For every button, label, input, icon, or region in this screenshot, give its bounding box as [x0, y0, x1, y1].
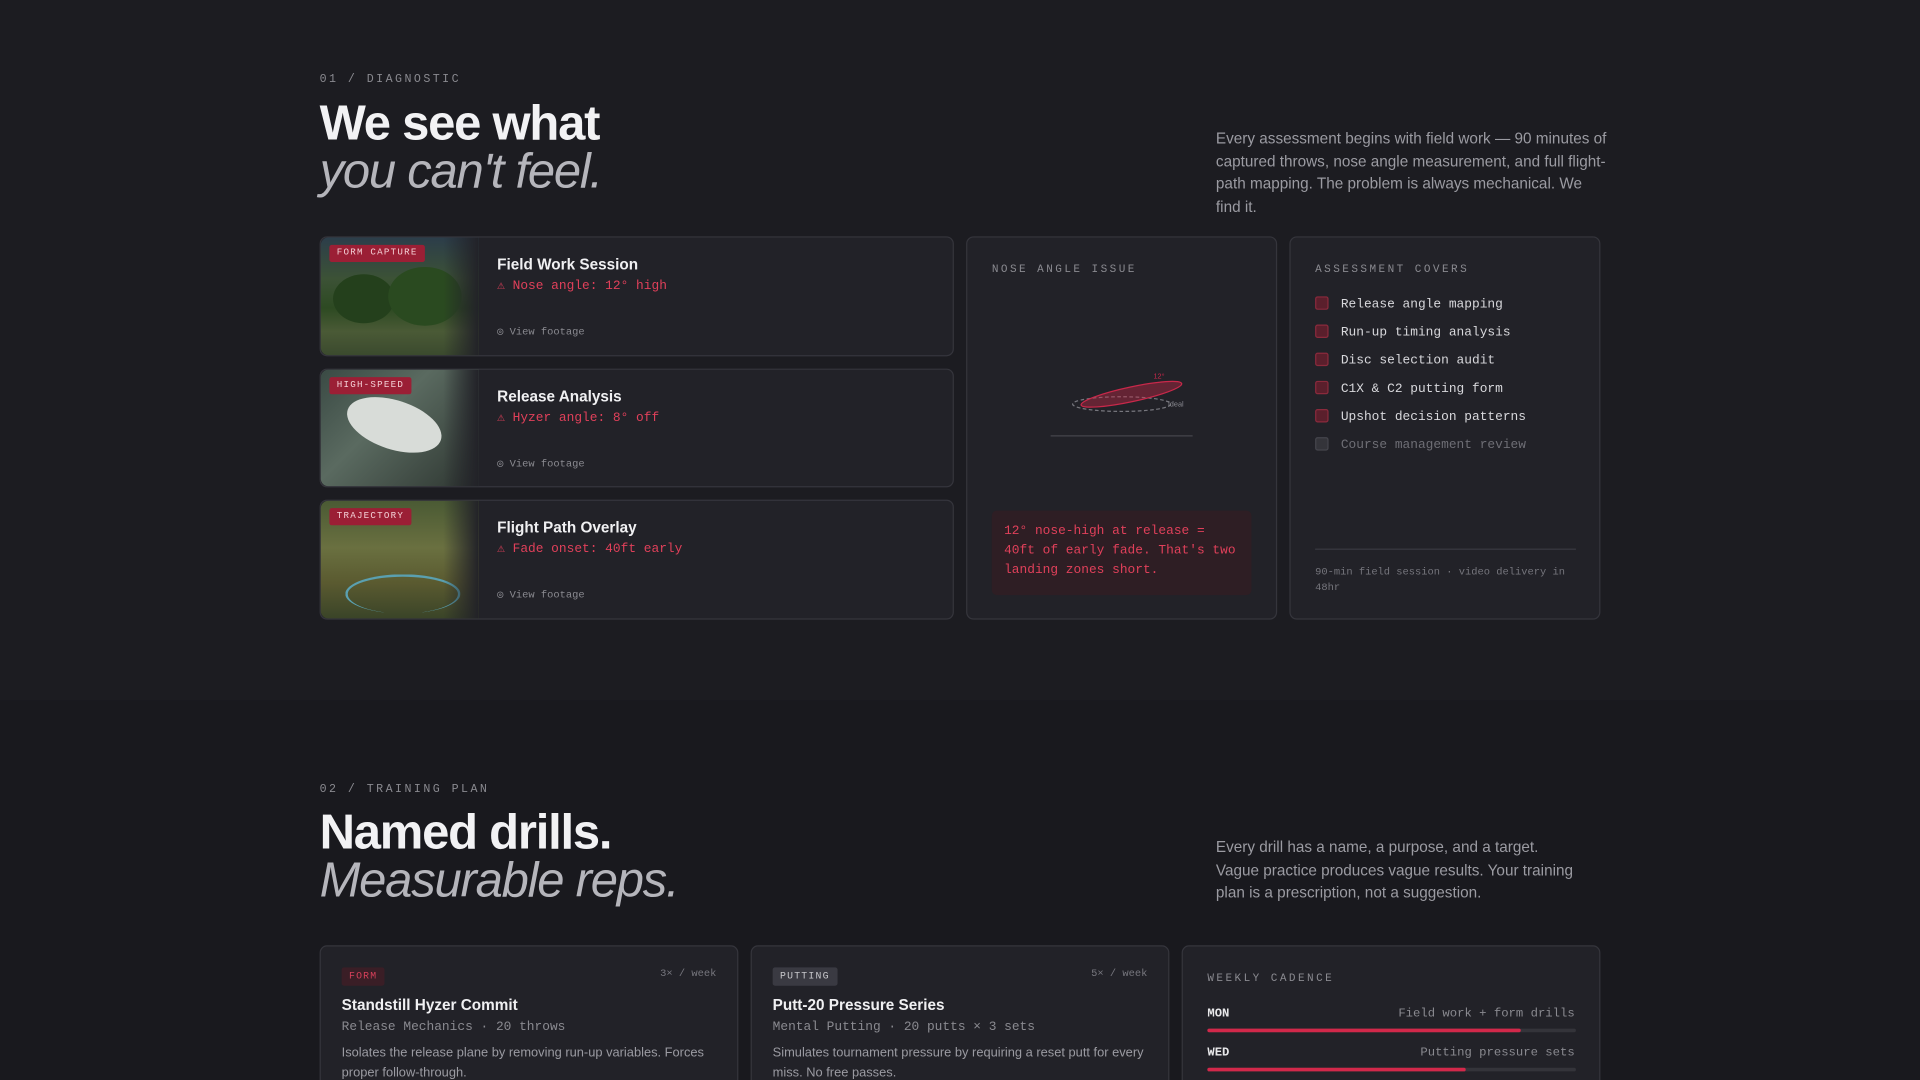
heading-italic: you can't feel. — [319, 144, 604, 199]
card-title: Release Analysis — [497, 388, 622, 406]
assessment-panel: ASSESSMENT COVERS Release angle mapping R… — [1289, 236, 1601, 620]
activity: Field work + form drills — [1398, 1007, 1575, 1022]
panel-heading: NOSE ANGLE ISSUE — [991, 263, 1137, 276]
eyebrow: 01 / DIAGNOSTIC — [319, 72, 462, 86]
checklist-item: Course management review — [1315, 437, 1526, 453]
progress-track — [1207, 1028, 1576, 1033]
session-card[interactable]: FORM CAPTURE Field Work Session ⚠ Nose a… — [319, 236, 954, 357]
checkbox — [1315, 408, 1329, 423]
checklist-item: Run-up timing analysis — [1315, 324, 1511, 341]
session-card[interactable]: TRAJECTORY Flight Path Overlay ⚠ Fade on… — [319, 499, 954, 620]
issue: ⚠ Hyzer angle: 8° off — [497, 411, 660, 427]
diagram-label: ideal — [1168, 400, 1184, 409]
checklist-item: Upshot decision patterns — [1315, 408, 1527, 425]
item-label: C1X & C2 putting form — [1340, 382, 1503, 397]
checkbox — [1315, 296, 1329, 310]
description: Every drill has a name, a purpose, and a… — [1215, 838, 1574, 902]
link[interactable]: ◎ View footage — [497, 588, 585, 602]
checkbox — [1315, 380, 1329, 395]
drill-description: Isolates the release plane by removing r… — [341, 1045, 704, 1080]
checklist-item: Release angle mapping — [1315, 296, 1503, 312]
drill-meta: Mental Putting · 20 putts × 3 sets — [772, 1020, 1035, 1035]
callout: 12° nose-high at release = 40ft of early… — [991, 510, 1252, 596]
nose-high-disc — [1080, 380, 1183, 408]
item-label: Release angle mapping — [1340, 297, 1503, 313]
nose-angle-panel: NOSE ANGLE ISSUE 12° ideal 12° nose-high… — [966, 236, 1278, 620]
link-text[interactable]: View footage — [509, 325, 585, 338]
day: WED — [1207, 1046, 1230, 1061]
frequency: 5× / week — [1091, 967, 1148, 980]
checklist-item: Disc selection audit — [1315, 352, 1496, 369]
item-label: Upshot decision patterns — [1340, 410, 1527, 425]
checkbox — [1315, 437, 1329, 451]
tag: HIGH-SPEED — [329, 377, 412, 395]
session-card[interactable]: HIGH-SPEED Release Analysis ⚠ Hyzer angl… — [319, 368, 954, 488]
progress-fill — [1207, 1067, 1466, 1072]
eyebrow: 02 / TRAINING PLAN — [319, 782, 490, 796]
link[interactable]: ◎ View footage — [497, 325, 585, 338]
drill-title: Standstill Hyzer Commit — [341, 996, 518, 1014]
item-label: Run-up timing analysis — [1340, 325, 1511, 341]
drill-card[interactable]: PUTTING 5× / week Putt-20 Pressure Serie… — [750, 945, 1170, 1080]
progress-track — [1207, 1067, 1576, 1072]
progress-fill — [1207, 1028, 1521, 1033]
drill-description: Simulates tournament pressure by requiri… — [772, 1045, 1144, 1080]
item-label: Course management review — [1340, 438, 1527, 454]
panel-heading: ASSESSMENT COVERS — [1315, 263, 1470, 276]
issue: ⚠ Nose angle: 12° high — [497, 279, 667, 294]
panel-heading: WEEKLY CADENCE — [1207, 972, 1335, 985]
card-title: Flight Path Overlay — [497, 519, 637, 537]
diagram-label: 12° — [1153, 371, 1164, 380]
heading: We see what — [319, 96, 601, 151]
link-text[interactable]: View footage — [509, 457, 585, 471]
heading: Named drills. — [319, 805, 613, 860]
checkbox — [1315, 352, 1329, 367]
section-bg — [0, 0, 1920, 700]
day: MON — [1207, 1007, 1230, 1022]
drill-title: Putt-20 Pressure Series — [772, 996, 945, 1014]
checklist-item: C1X & C2 putting form — [1315, 380, 1503, 397]
ideal-disc — [1072, 396, 1172, 413]
description: Every assessment begins with field work … — [1215, 129, 1607, 215]
drill-card[interactable]: FORM 3× / week Standstill Hyzer Commit R… — [319, 945, 739, 1080]
cadence-panel: WEEKLY CADENCE MON Field work + form dri… — [1181, 945, 1601, 1080]
frequency: 3× / week — [660, 967, 717, 980]
checkbox — [1315, 324, 1329, 338]
activity: Putting pressure sets — [1420, 1046, 1575, 1061]
drill-meta: Release Mechanics · 20 throws — [341, 1020, 566, 1035]
tag: FORM CAPTURE — [329, 244, 425, 263]
card-title: Field Work Session — [497, 255, 639, 274]
tag: TRAJECTORY — [329, 508, 412, 526]
item-label: Disc selection audit — [1340, 353, 1496, 369]
link-text[interactable]: View footage — [509, 588, 585, 602]
link[interactable]: ◎ View footage — [497, 457, 585, 471]
issue: ⚠ Fade onset: 40ft early — [497, 542, 683, 558]
nose-diagram: 12° ideal — [1050, 371, 1193, 437]
footnote: 90-min field session · video delivery in… — [1315, 565, 1565, 594]
divider — [1315, 548, 1576, 550]
drill-tag: FORM — [341, 967, 385, 986]
heading-italic: Measurable reps. — [319, 853, 680, 908]
drill-tag: PUTTING — [772, 967, 838, 986]
